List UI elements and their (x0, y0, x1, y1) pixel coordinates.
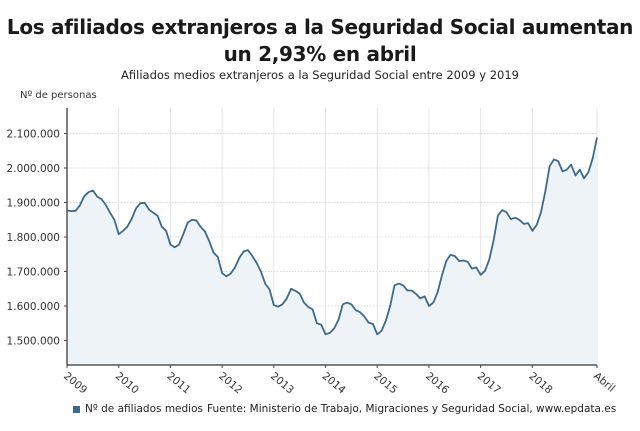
y-tick-label: 1.900.000 (7, 198, 60, 210)
y-axis-ticks: 1.500.000 1.600.000 1.700.000 1.800.000 2.00… (7, 129, 67, 348)
chart-subtitle: Afiliados medios extranjeros a la Seguri… (121, 68, 519, 82)
y-tick-label: 2.100.000 (7, 129, 60, 141)
source-note: Fuente: Ministerio de Trabajo, Migracion… (207, 403, 617, 415)
x-tick-label: 2011 (164, 370, 192, 396)
x-tick-label: 2009 (61, 370, 89, 396)
x-axis-ticks: 2009 2010 2011 2012 2013 2014 2015 2016 2017 2018… (61, 365, 617, 397)
series-area (67, 137, 597, 365)
legend-swatch (73, 405, 80, 413)
x-tick-label: 2012 (216, 370, 244, 396)
x-tick-label: 2014 (320, 370, 348, 397)
x-tick-label: 2018 (526, 370, 554, 396)
y-tick-label: 1.500.000 (7, 336, 60, 348)
x-tick-label: 2013 (268, 370, 296, 396)
x-tick-label: 2015 (371, 370, 399, 396)
legend-label: Nº de afiliados medios (85, 403, 203, 415)
y-axis-label: Nº de personas (20, 90, 97, 101)
legend: Nº de afiliados medios (73, 403, 203, 415)
x-tick-label: 2017 (475, 370, 503, 396)
y-tick-label: 2.000.000 (7, 163, 60, 175)
series-line (66, 137, 598, 336)
area-layer (66, 137, 598, 365)
y-tick-label: 1.800.000 (7, 232, 60, 244)
y-tick-label: 1.700.000 (7, 267, 60, 279)
chart-title: Los afiliados extranjeros a la Seguridad… (6, 15, 634, 66)
x-tick-label: Abril (591, 370, 617, 395)
y-tick-label: 1.600.000 (7, 301, 60, 313)
x-tick-label: 2010 (113, 370, 141, 396)
x-tick-label: 2016 (423, 370, 451, 397)
